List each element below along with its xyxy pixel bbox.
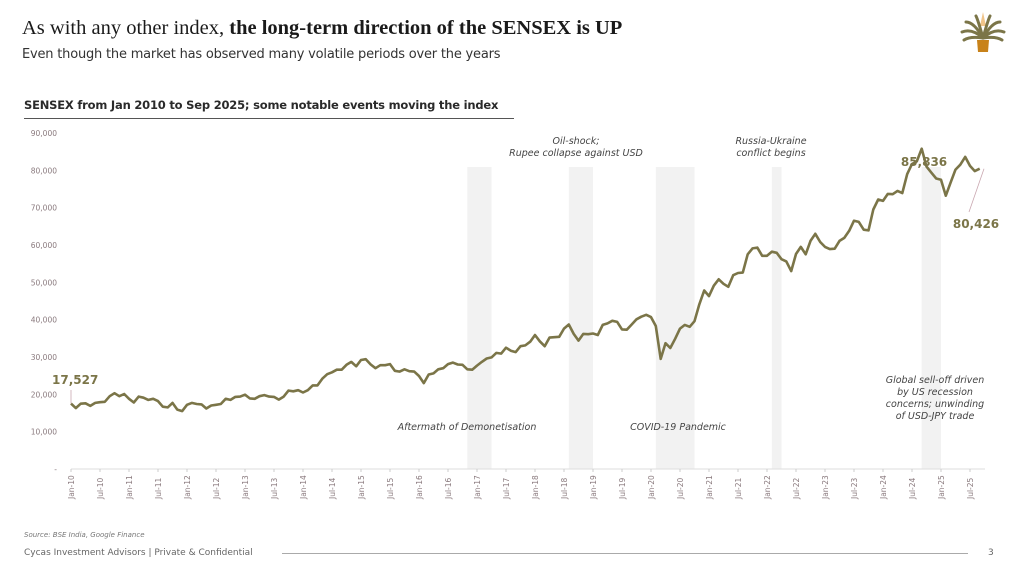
x-tick-label: Jan-16 bbox=[415, 475, 424, 500]
event-label-line: Rupee collapse against USD bbox=[509, 148, 643, 159]
event-band bbox=[568, 167, 593, 469]
x-tick-label: Jul-20 bbox=[676, 477, 685, 500]
callout-leader-line bbox=[968, 168, 985, 213]
x-tick-label: Jan-25 bbox=[937, 475, 946, 500]
sensex-line-chart: - 10,000 20,000 30,000 40,000 50,000 60,000 70,… bbox=[31, 129, 999, 500]
x-tick-label: Jul-11 bbox=[154, 477, 163, 500]
source-note: Source: BSE India, Google Finance bbox=[24, 531, 145, 539]
x-tick-label: Jul-10 bbox=[96, 477, 105, 500]
event-label: Global sell-off driven by US recession con… bbox=[886, 375, 985, 422]
x-tick-label: Jul-21 bbox=[734, 477, 743, 500]
event-label-line: conflict begins bbox=[736, 148, 805, 159]
x-tick-label: Jul-23 bbox=[850, 477, 859, 500]
y-tick-label: 20,000 bbox=[31, 390, 57, 399]
event-label-line: Russia-Ukraine bbox=[735, 136, 806, 147]
event-label-line: by US recession bbox=[897, 387, 973, 398]
x-tick-label: Jan-13 bbox=[241, 475, 250, 500]
y-tick-label: 70,000 bbox=[31, 204, 57, 213]
x-tick-label: Jan-20 bbox=[647, 475, 656, 500]
callout-value-label: 85,836 bbox=[901, 155, 947, 169]
event-band bbox=[771, 167, 782, 469]
callout-value-label: 80,426 bbox=[953, 217, 999, 231]
x-tick-label: Jan-12 bbox=[183, 475, 192, 500]
x-tick-label: Jan-18 bbox=[531, 475, 540, 500]
chart-title: SENSEX from Jan 2010 to Sep 2025; some n… bbox=[24, 98, 499, 112]
x-tick-label: Jul-17 bbox=[502, 477, 511, 500]
x-tick-label: Jul-14 bbox=[328, 477, 337, 500]
x-tick-label: Jul-24 bbox=[908, 477, 917, 500]
x-tick-label: Jan-10 bbox=[67, 475, 76, 500]
x-tick-label: Jan-11 bbox=[125, 475, 134, 500]
x-tick-label: Jul-18 bbox=[560, 477, 569, 500]
event-label: COVID-19 Pandemic bbox=[630, 422, 727, 433]
event-label-line: COVID-19 Pandemic bbox=[630, 422, 727, 433]
footer-divider bbox=[282, 553, 968, 554]
page-subtitle: Even though the market has observed many… bbox=[22, 47, 501, 62]
event-label-line: of USD-JPY trade bbox=[896, 411, 975, 422]
page-title-plain: As with any other index, bbox=[22, 17, 230, 39]
x-tick-label: Jul-19 bbox=[618, 477, 627, 500]
page-number: 3 bbox=[988, 548, 994, 558]
x-tick-label: Jan-17 bbox=[473, 475, 482, 500]
x-tick-label: Jan-15 bbox=[357, 475, 366, 500]
page-title-emphasis: the long-term direction of the SENSEX is… bbox=[229, 17, 623, 39]
event-label: Oil-shock; Rupee collapse against USD bbox=[509, 136, 643, 159]
x-tick-label: Jul-13 bbox=[270, 477, 279, 500]
x-tick-label: Jul-15 bbox=[386, 477, 395, 500]
event-label: Aftermath of Demonetisation bbox=[397, 422, 537, 433]
event-label-line: Oil-shock; bbox=[553, 136, 600, 147]
event-label: Russia-Ukraine conflict begins bbox=[735, 136, 806, 159]
sensex-series-line bbox=[70, 147, 981, 413]
x-tick-label: Jul-25 bbox=[966, 477, 975, 500]
y-tick-label: 10,000 bbox=[31, 428, 57, 437]
cycas-palm-logo-icon bbox=[960, 12, 1006, 52]
event-label-line: concerns; unwinding bbox=[886, 399, 984, 410]
x-tick-label: Jan-24 bbox=[879, 475, 888, 500]
y-tick-label: 30,000 bbox=[31, 353, 57, 362]
x-tick-label: Jan-23 bbox=[821, 475, 830, 500]
event-band bbox=[921, 167, 941, 469]
x-tick-label: Jan-22 bbox=[763, 475, 772, 500]
footer-company: Cycas Investment Advisors | Private & Co… bbox=[24, 548, 253, 558]
event-label-line: Aftermath of Demonetisation bbox=[397, 422, 537, 433]
y-tick-label: 80,000 bbox=[31, 166, 57, 175]
y-tick-label: 50,000 bbox=[31, 278, 57, 287]
y-tick-label: 40,000 bbox=[31, 316, 57, 325]
y-tick-label: - bbox=[54, 465, 57, 474]
chart-title-underline bbox=[24, 118, 514, 119]
x-tick-label: Jan-14 bbox=[299, 475, 308, 500]
event-band bbox=[655, 167, 695, 469]
x-tick-label: Jan-21 bbox=[705, 475, 714, 500]
page-title: As with any other index, the long-term d… bbox=[22, 17, 622, 40]
x-tick-label: Jan-19 bbox=[589, 475, 598, 500]
event-label-line: Global sell-off driven bbox=[886, 375, 985, 386]
y-tick-label: 60,000 bbox=[31, 241, 57, 250]
y-tick-label: 90,000 bbox=[31, 129, 57, 138]
x-tick-label: Jul-16 bbox=[444, 477, 453, 500]
callout-value-label: 17,527 bbox=[52, 373, 98, 387]
event-band bbox=[467, 167, 492, 469]
x-tick-label: Jul-22 bbox=[792, 477, 801, 500]
x-tick-label: Jul-12 bbox=[212, 477, 221, 500]
